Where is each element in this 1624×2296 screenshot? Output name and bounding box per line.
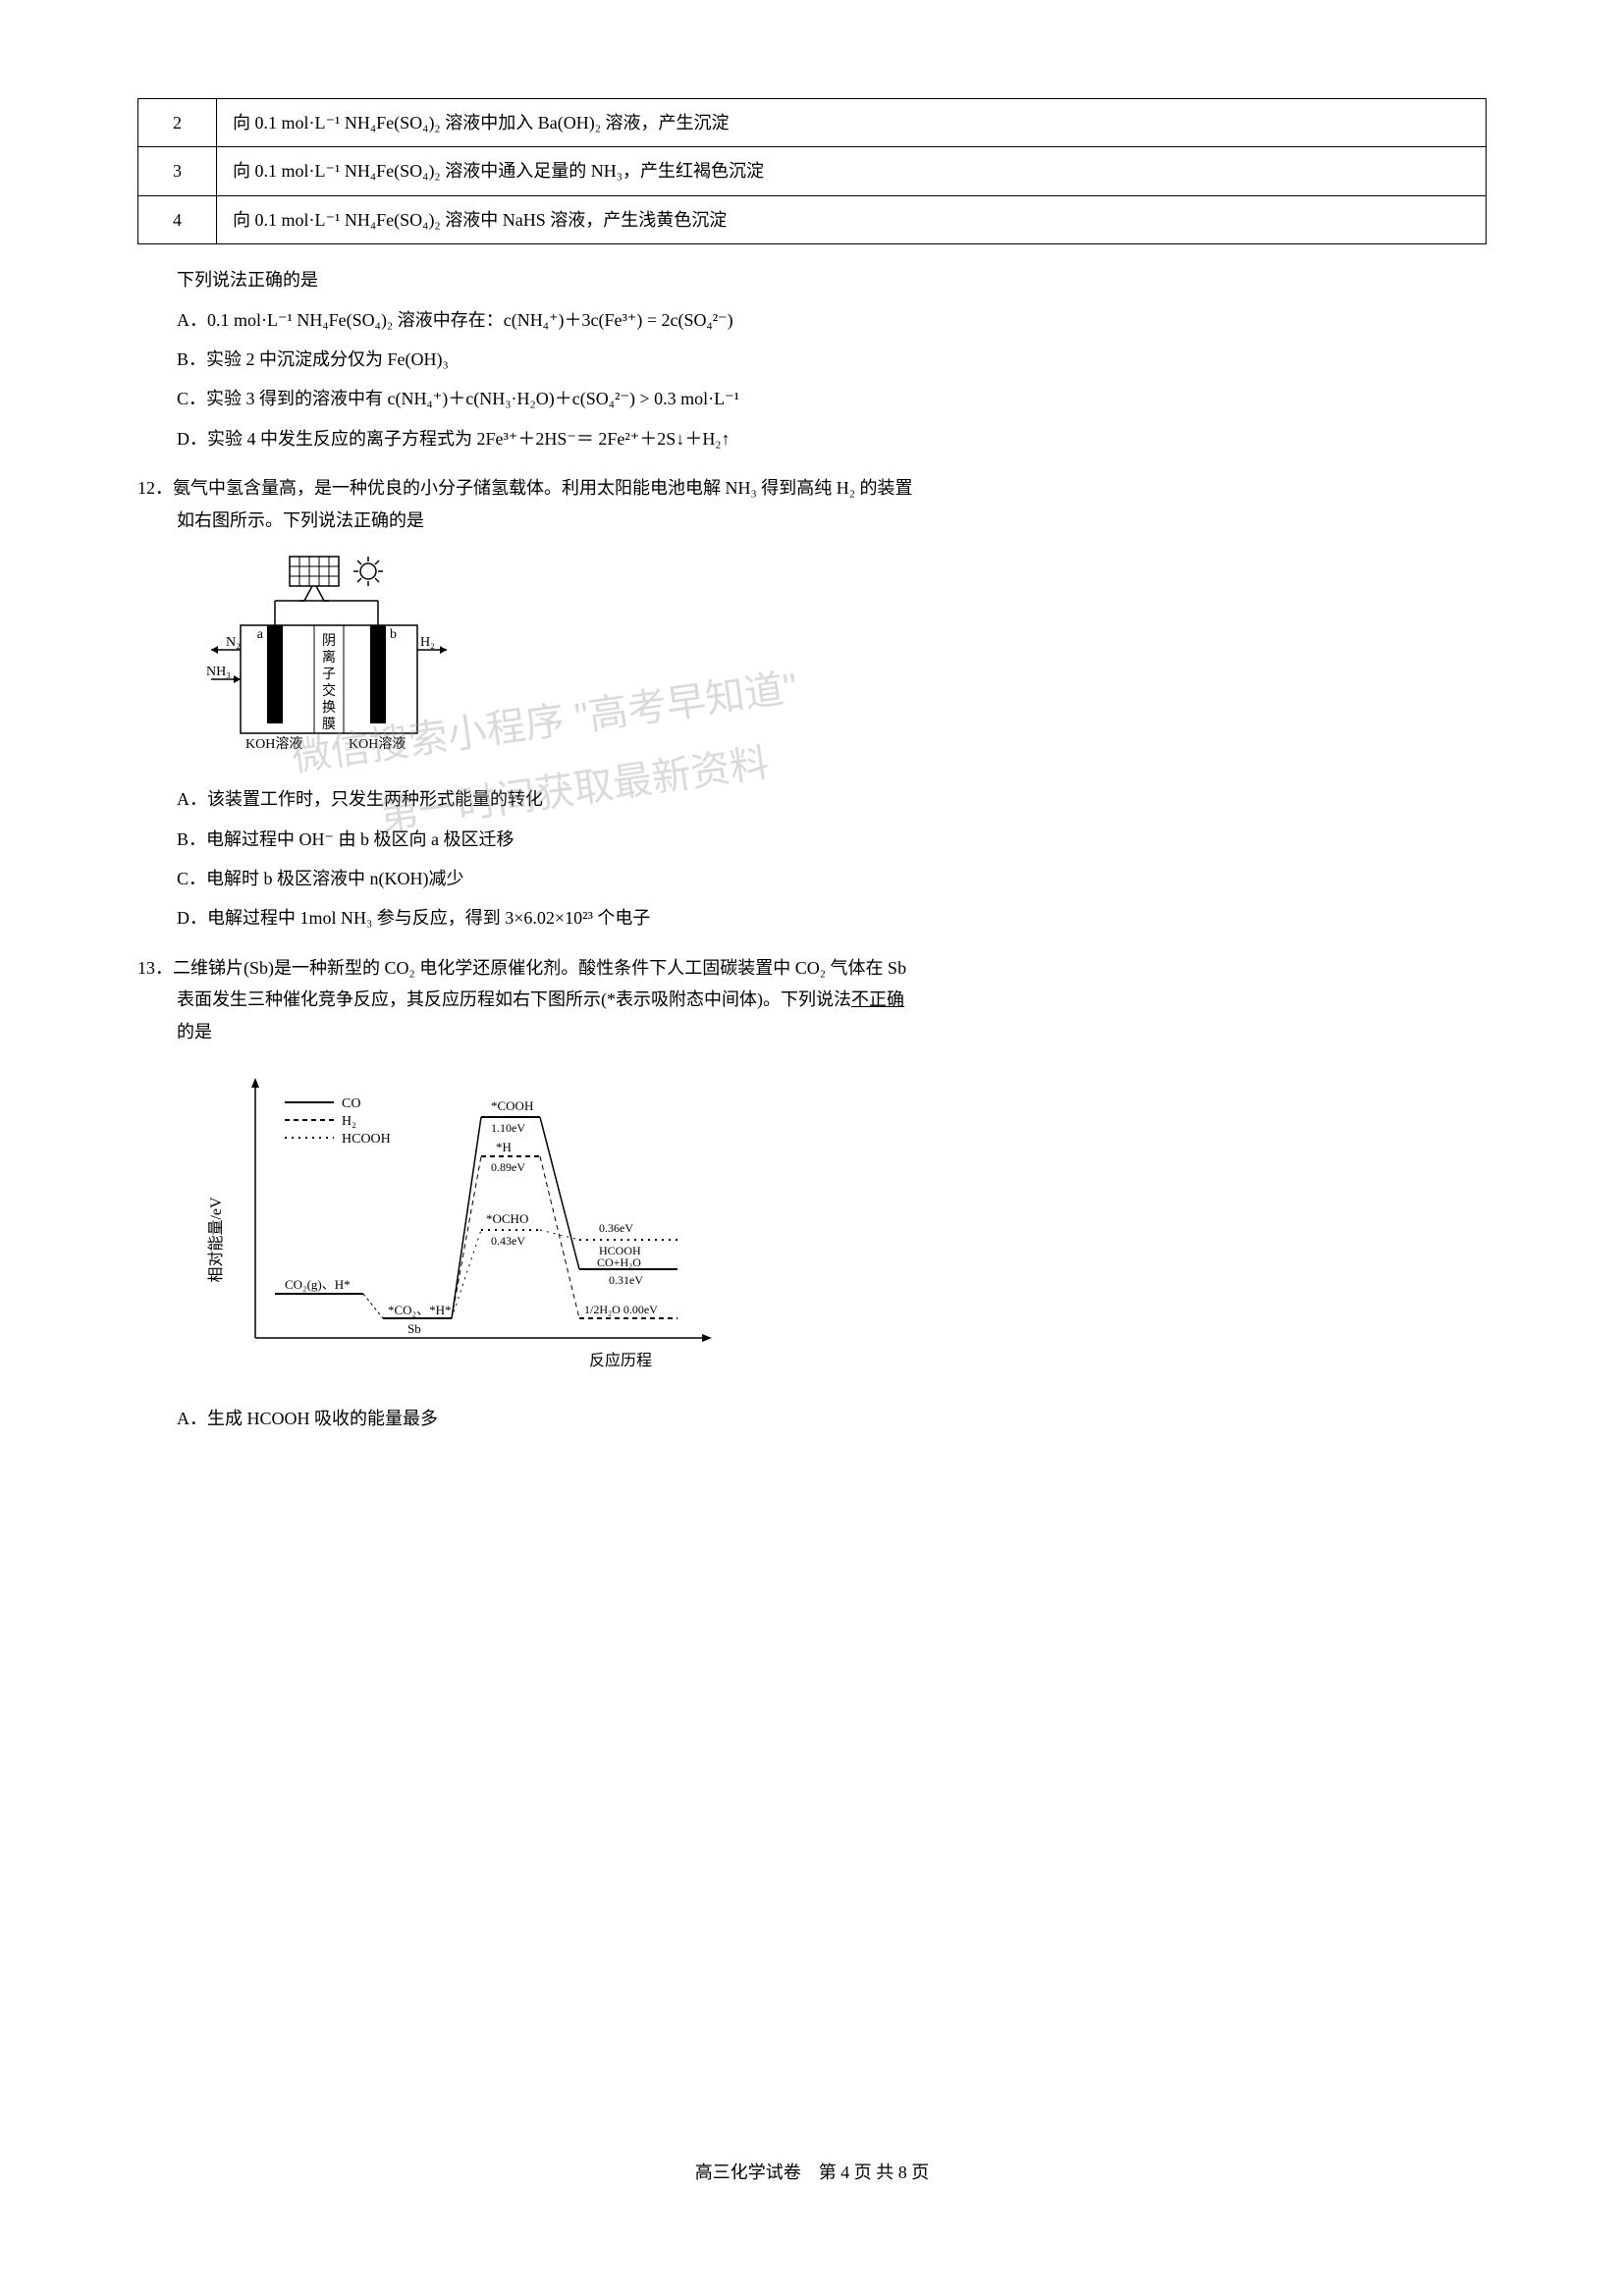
table-row: 3 向 0.1 mol·L⁻¹ NH₄Fe(SO₄)₂ 溶液中通入足量的 NH₃… <box>138 147 1487 195</box>
row-num: 3 <box>138 147 217 195</box>
solar-panel-icon <box>290 557 339 601</box>
q11-opt-b: B．实验 2 中沉淀成分仅为 Fe(OH)₃ <box>137 344 1487 375</box>
svg-text:离: 离 <box>322 649 336 666</box>
experiment-table: 2 向 0.1 mol·L⁻¹ NH₄Fe(SO₄)₂ 溶液中加入 Ba(OH)… <box>137 98 1487 244</box>
sb-label: Sb <box>407 1321 421 1336</box>
start-label: CO₂(g)、H* <box>285 1277 351 1292</box>
q11-lead: 下列说法正确的是 <box>137 264 1487 295</box>
legend-h2: H₂ <box>342 1114 356 1129</box>
table-row: 4 向 0.1 mol·L⁻¹ NH₄Fe(SO₄)₂ 溶液中 NaHS 溶液，… <box>138 195 1487 243</box>
cooh-label: *COOH <box>491 1098 533 1113</box>
q11-opt-a: A．0.1 mol·L⁻¹ NH₄Fe(SO₄)₂ 溶液中存在：c(NH₄⁺)＋… <box>137 304 1487 336</box>
q13-opt-a: A．生成 HCOOH 吸收的能量最多 <box>137 1403 1487 1434</box>
label-nh3: NH₃ <box>206 665 231 679</box>
energy-diagram: 相对能量/eV 反应历程 CO H₂ HCOOH CO₂(g)、H* *CO₂、… <box>196 1063 1487 1387</box>
mid-label: *CO₂、*H* <box>388 1303 451 1317</box>
koh-right: KOH溶液 <box>349 736 406 752</box>
legend-co: CO <box>342 1096 360 1111</box>
sun-icon <box>353 557 383 586</box>
q13-stem2-u: 不正确 <box>851 989 904 1009</box>
q13-stem3: 的是 <box>137 1016 1487 1047</box>
q13-stem2-line: 表面发生三种催化竞争反应，其反应历程如右下图所示(*表示吸附态中间体)。下列说法… <box>137 984 1487 1015</box>
row-text: 向 0.1 mol·L⁻¹ NH₄Fe(SO₄)₂ 溶液中通入足量的 NH₃，产… <box>217 147 1487 195</box>
xlabel: 反应历程 <box>589 1351 652 1369</box>
svg-text:子: 子 <box>322 667 336 682</box>
label-b: b <box>390 627 397 642</box>
q12-num: 12． <box>137 478 173 498</box>
row-num: 2 <box>138 99 217 147</box>
cooh-val: 1.10eV <box>491 1121 525 1135</box>
q11-opt-d: D．实验 4 中发生反应的离子方程式为 2Fe³⁺＋2HS⁻＝ 2Fe²⁺＋2S… <box>137 423 1487 454</box>
q12-opt-c: C．电解时 b 极区溶液中 n(KOH)减少 <box>137 863 1487 894</box>
row-text: 向 0.1 mol·L⁻¹ NH₄Fe(SO₄)₂ 溶液中加入 Ba(OH)₂ … <box>217 99 1487 147</box>
page-footer: 高三化学试卷 第 4 页 共 8 页 <box>0 2157 1624 2188</box>
question-12: 12．氨气中氢含量高，是一种优良的小分子储氢载体。利用太阳能电池电解 NH₃ 得… <box>137 472 1487 934</box>
q13-stem1: 二维锑片(Sb)是一种新型的 CO₂ 电化学还原催化剂。酸性条件下人工固碳装置中… <box>173 958 906 978</box>
membrane-label: 阴 <box>322 633 336 649</box>
q12-opt-b: B．电解过程中 OH⁻ 由 b 极区向 a 极区迁移 <box>137 824 1487 855</box>
q13-stem2: 表面发生三种催化竞争反应，其反应历程如右下图所示(*表示吸附态中间体)。下列说法 <box>177 989 851 1009</box>
ocho-label: *OCHO <box>486 1211 528 1226</box>
label-h2: H₂ <box>420 635 435 650</box>
q11-opt-c: C．实验 3 得到的溶液中有 c(NH₄⁺)＋c(NH₃·H₂O)＋c(SO₄²… <box>137 383 1487 414</box>
hcooh-top: 0.36eV <box>599 1221 633 1235</box>
electrolysis-diagram: 阴 离 子 交 换 膜 a b N₂ NH₃ H₂ KOH溶液 KOH溶液 <box>196 552 1487 768</box>
label-a: a <box>257 627 264 642</box>
ocho-val: 0.43eV <box>491 1234 525 1248</box>
row-num: 4 <box>138 195 217 243</box>
svg-text:膜: 膜 <box>322 717 336 732</box>
table-row: 2 向 0.1 mol·L⁻¹ NH₄Fe(SO₄)₂ 溶液中加入 Ba(OH)… <box>138 99 1487 147</box>
q12-stem1: 氨气中氢含量高，是一种优良的小分子储氢载体。利用太阳能电池电解 NH₃ 得到高纯… <box>173 478 913 498</box>
legend-hcooh: HCOOH <box>342 1132 391 1147</box>
svg-text:交: 交 <box>322 682 336 699</box>
q12-stem2: 如右图所示。下列说法正确的是 <box>137 505 1487 536</box>
co-h2o: CO+H₂O <box>597 1255 641 1269</box>
q12-opt-a: A．该装置工作时，只发生两种形式能量的转化 <box>137 783 1487 815</box>
question-13: 13．二维锑片(Sb)是一种新型的 CO₂ 电化学还原催化剂。酸性条件下人工固碳… <box>137 952 1487 1435</box>
row-text: 向 0.1 mol·L⁻¹ NH₄Fe(SO₄)₂ 溶液中 NaHS 溶液，产生… <box>217 195 1487 243</box>
h2o-label: 1/2H₂O 0.00eV <box>584 1303 658 1316</box>
q12-opt-d: D．电解过程中 1mol NH₃ 参与反应，得到 3×6.02×10²³ 个电子 <box>137 902 1487 934</box>
ylabel: 相对能量/eV <box>207 1197 225 1283</box>
koh-left: KOH溶液 <box>245 736 302 752</box>
h-label: *H <box>496 1140 512 1154</box>
co-val: 0.31eV <box>609 1273 643 1287</box>
h-val: 0.89eV <box>491 1160 525 1174</box>
q13-num: 13． <box>137 958 173 978</box>
svg-text:换: 换 <box>322 699 336 716</box>
label-n2: N₂ <box>226 635 241 650</box>
